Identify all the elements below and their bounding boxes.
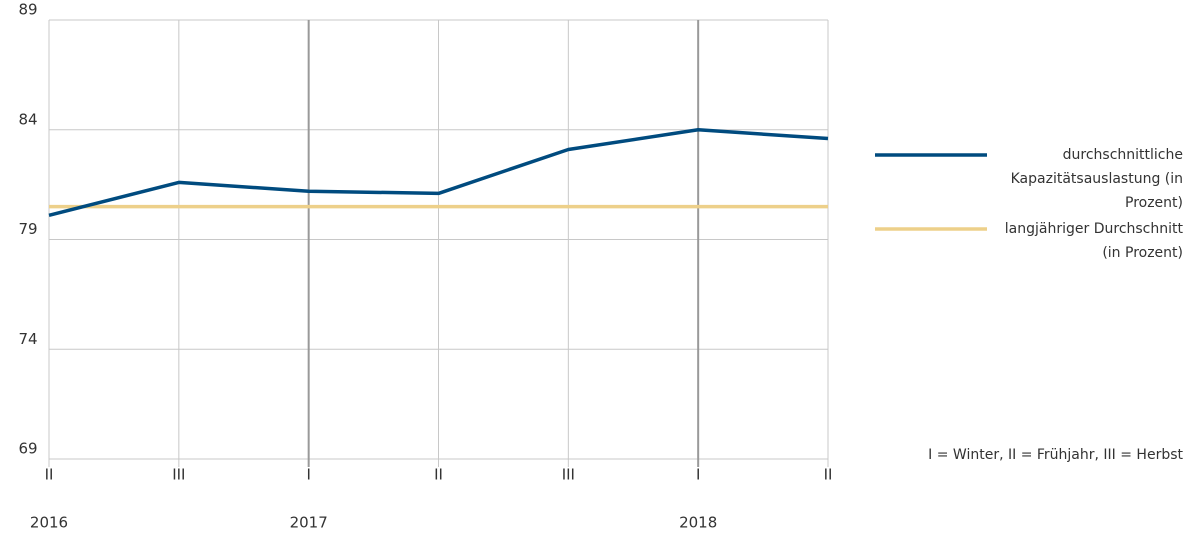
y-tick-label: 69 xyxy=(18,440,37,458)
year-label: 2016 xyxy=(30,514,68,532)
series-line xyxy=(48,128,829,218)
x-tick-label: I xyxy=(696,466,700,484)
x-tick-label: II xyxy=(45,466,54,484)
y-tick-label: 84 xyxy=(18,110,37,128)
x-tick-label: III xyxy=(172,466,185,484)
note: I = Winter, II = Frühjahr, III = Herbst xyxy=(928,447,1183,463)
x-tick-label: II xyxy=(434,466,443,484)
year-label: 2017 xyxy=(290,514,328,532)
x-tick-label: II xyxy=(824,466,833,484)
y-tick-label: 89 xyxy=(18,1,37,19)
legend-label: langjähriger Durchschnitt (in Prozent) xyxy=(1004,221,1183,261)
y-tick-label: 74 xyxy=(18,330,37,348)
y-tick-label: 79 xyxy=(18,220,37,238)
x-tick-label: I xyxy=(306,466,310,484)
year-label: 2018 xyxy=(679,514,717,532)
x-tick-label: III xyxy=(562,466,575,484)
legend-label: durchschnittliche Kapazitätsauslastung (… xyxy=(1010,147,1183,211)
